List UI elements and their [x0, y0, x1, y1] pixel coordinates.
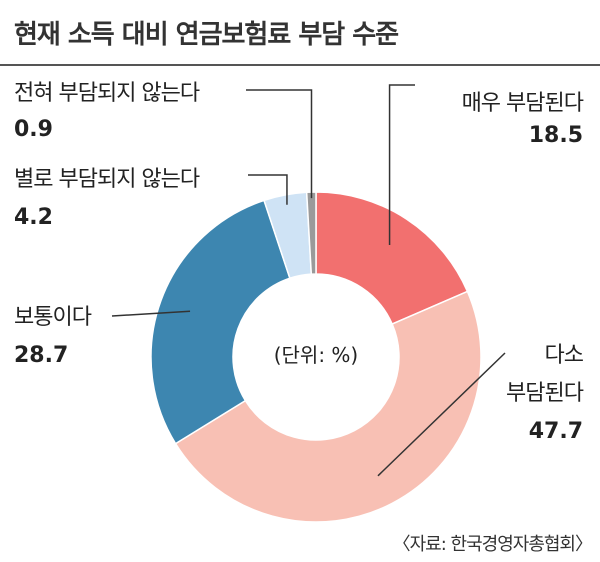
slice-neutral	[150, 199, 291, 445]
slice-very-burdensome	[315, 191, 469, 326]
slice-not-at-all-burdensome	[305, 191, 317, 275]
slice-somewhat-burdensome	[174, 290, 482, 523]
value-not-very-burdensome: 4.2	[14, 205, 53, 230]
leader-neutral	[111, 310, 191, 317]
source-note: 〈자료: 한국경영자총협회〉	[392, 534, 593, 555]
value-not-at-all-burdensome: 0.9	[14, 117, 53, 142]
unit-note: (단위: %)	[274, 343, 359, 367]
leader-not-very-burdensome	[248, 174, 288, 205]
label-neutral: 보통이다	[14, 305, 92, 330]
label-not-very-burdensome: 별로 부담되지 않는다	[14, 167, 200, 192]
label-very-burdensome: 매우 부담된다	[462, 91, 584, 116]
value-very-burdensome: 18.5	[529, 123, 583, 148]
label-somewhat-burdensome-line2: 부담된다	[506, 381, 584, 406]
label-not-at-all-burdensome: 전혀 부담되지 않는다	[14, 81, 200, 106]
value-neutral: 28.7	[14, 343, 68, 368]
chart-title: 현재 소득 대비 연금보험료 부담 수준	[14, 20, 399, 50]
title-divider	[0, 64, 600, 66]
value-somewhat-burdensome: 47.7	[529, 419, 583, 444]
label-somewhat-burdensome-line1: 다소	[545, 343, 584, 368]
leader-not-at-all-burdensome	[246, 89, 313, 199]
leader-very-burdensome	[388, 84, 415, 246]
leader-somewhat-burdensome	[377, 352, 506, 477]
